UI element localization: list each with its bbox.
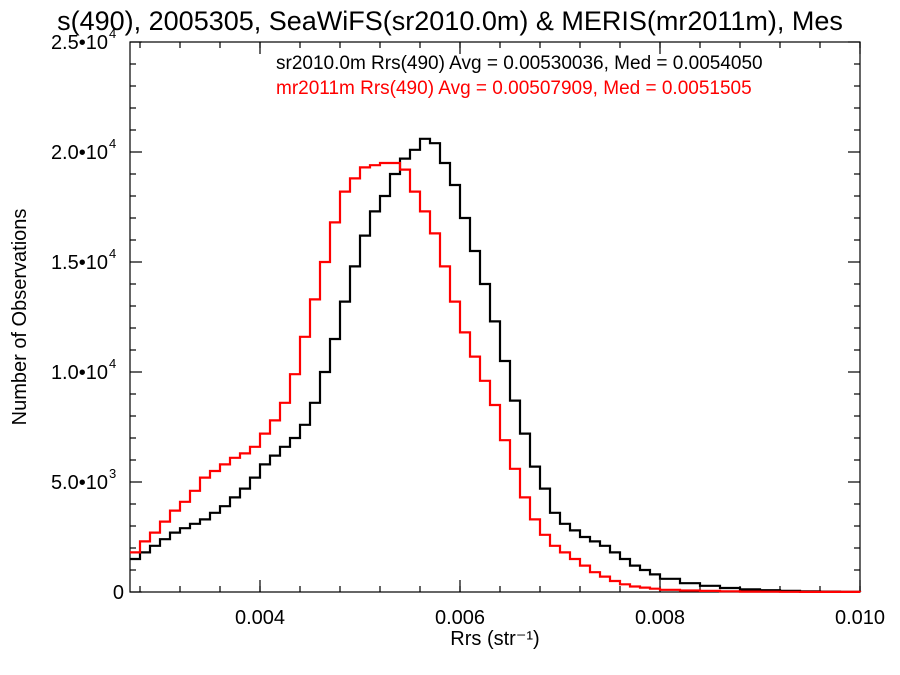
legend: sr2010.0m Rrs(490) Avg = 0.00530036, Med… <box>276 53 763 99</box>
series-line-1 <box>130 161 862 593</box>
y-tick-label: 2.5•10 <box>51 32 108 54</box>
x-tick-label: 0.010 <box>835 607 885 629</box>
y-axis-label: Number of Observations <box>9 209 31 426</box>
legend-entry-sr2010: sr2010.0m Rrs(490) Avg = 0.00530036, Med… <box>276 53 763 74</box>
legend-entry-mr2011: mr2011m Rrs(490) Avg = 0.00507909, Med =… <box>276 78 752 99</box>
plot-frame <box>129 41 861 593</box>
y-tick-exponent: 4 <box>109 246 116 261</box>
y-tick-exponent: 4 <box>109 356 116 371</box>
y-tick-label: 2.0•10 <box>51 142 108 164</box>
y-tick-exponent: 3 <box>109 466 116 481</box>
y-tick-label: 1.5•10 <box>51 252 108 274</box>
y-tick-label: 0 <box>113 582 124 604</box>
y-tick-label: 1.0•10 <box>51 362 108 384</box>
series-line-0 <box>130 137 862 593</box>
y-tick-label: 5.0•10 <box>51 472 108 494</box>
y-tick-exponent: 4 <box>109 136 116 151</box>
series-layer <box>130 137 862 593</box>
x-tick-label: 0.008 <box>635 607 685 629</box>
x-tick-label: 0.006 <box>435 607 485 629</box>
x-tick-label: 0.004 <box>235 607 285 629</box>
y-tick-exponent: 4 <box>109 26 116 41</box>
chart-title: s(490), 2005305, SeaWiFS(sr2010.0m) & ME… <box>57 6 843 36</box>
x-axis-label: Rrs (str⁻¹) <box>450 628 539 650</box>
